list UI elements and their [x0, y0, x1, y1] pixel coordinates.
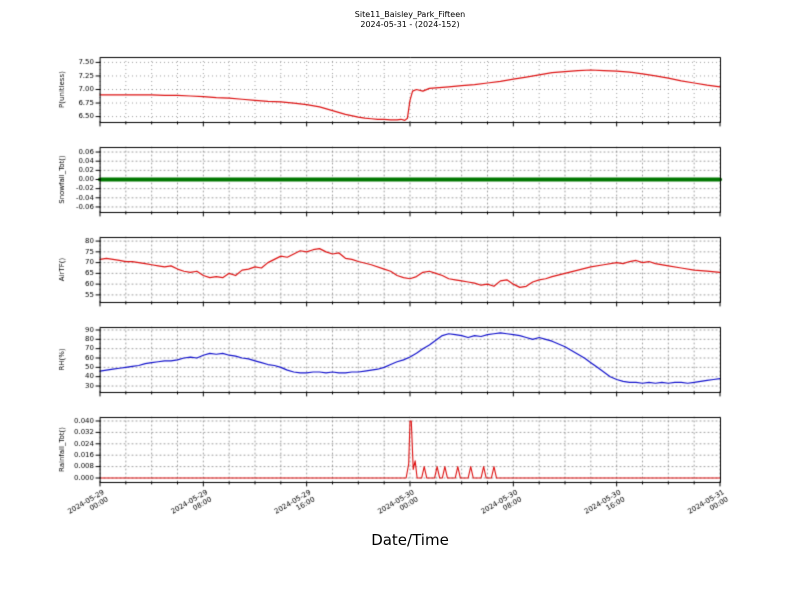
chart-title-line2: 2024-05-31 - (2024-152): [360, 20, 460, 29]
x-axis-label: Date/Time: [371, 531, 449, 549]
chart-title-line1: Site11_Baisley_Park_Fifteen: [354, 10, 466, 19]
chart-title: Site11_Baisley_Park_Fifteen 2024-05-31 -…: [100, 10, 720, 30]
